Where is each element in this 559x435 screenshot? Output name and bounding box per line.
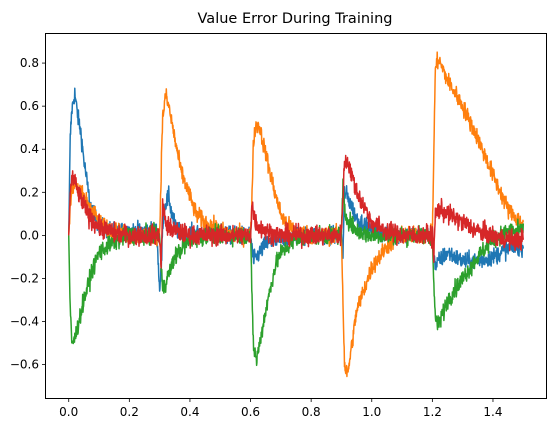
y-tick-label: 0.6: [20, 99, 39, 113]
x-tick-label: 0.4: [180, 405, 199, 419]
x-tick-label: 1.4: [483, 405, 502, 419]
x-tick-label: 1.0: [362, 405, 381, 419]
x-tick-label: 0.0: [59, 405, 78, 419]
y-tick-label: 0.8: [20, 56, 39, 70]
y-tick-label: 0.2: [20, 185, 39, 199]
y-axis: −0.6 −0.4 −0.2 0.0 0.2 0.4 0.6 0.8: [10, 56, 46, 372]
plot-frame: [45, 33, 547, 399]
x-tick-label: 0.8: [302, 405, 321, 419]
x-tick-label: 0.6: [241, 405, 260, 419]
y-tick-label: 0.0: [20, 228, 39, 242]
x-tick-label: 0.2: [120, 405, 139, 419]
y-tick-label: −0.4: [10, 315, 39, 329]
series-layer: [67, 51, 525, 378]
y-tick-label: 0.4: [20, 142, 39, 156]
y-tick-label: −0.6: [10, 358, 39, 372]
chart-title: Value Error During Training: [198, 11, 393, 27]
series-red-line: [67, 154, 525, 269]
x-tick-label: 1.2: [423, 405, 442, 419]
y-tick-label: −0.2: [10, 271, 39, 285]
